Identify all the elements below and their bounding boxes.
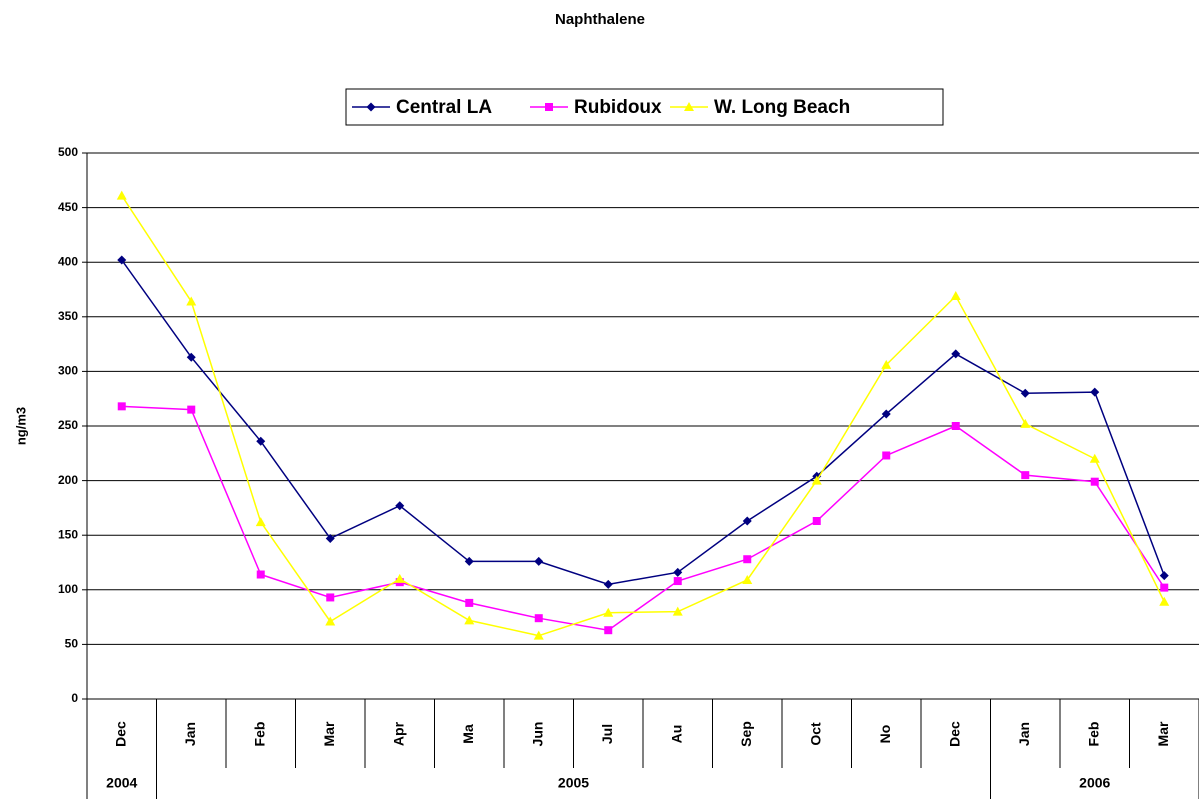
- y-tick-label: 500: [58, 145, 78, 159]
- marker: [684, 102, 694, 111]
- y-tick-label: 100: [58, 582, 78, 596]
- marker: [881, 409, 891, 419]
- x-tick-label: Feb: [251, 722, 267, 747]
- marker: [951, 349, 961, 359]
- marker: [325, 533, 335, 543]
- x-tick-label: Oct: [807, 722, 823, 746]
- y-tick-label: 450: [58, 200, 78, 214]
- marker: [672, 606, 683, 616]
- group-label: 2006: [1079, 775, 1110, 791]
- series-line: [121, 405, 1165, 631]
- marker: [951, 422, 960, 430]
- marker: [465, 598, 474, 607]
- marker: [394, 573, 405, 583]
- marker: [256, 570, 265, 579]
- marker: [673, 577, 682, 586]
- marker: [1159, 596, 1170, 606]
- marker: [464, 615, 475, 625]
- marker: [1090, 477, 1099, 486]
- x-tick-label: No: [877, 725, 893, 744]
- marker: [366, 102, 376, 112]
- marker: [117, 255, 127, 265]
- marker: [117, 402, 126, 411]
- x-tick-label: Jan: [182, 722, 198, 746]
- legend-label: Central LA: [396, 97, 492, 118]
- x-tick-label: Feb: [1085, 722, 1101, 747]
- x-tick-label: Jul: [599, 724, 615, 744]
- marker: [1020, 418, 1031, 428]
- marker: [603, 607, 614, 617]
- marker: [1020, 388, 1030, 398]
- marker: [742, 574, 753, 584]
- marker: [187, 405, 196, 414]
- group-label: 2004: [106, 775, 137, 791]
- x-tick-label: Dec: [112, 721, 128, 747]
- marker: [743, 555, 752, 564]
- series-line: [121, 195, 1165, 637]
- marker: [545, 103, 553, 111]
- x-tick-label: Ma: [460, 724, 476, 744]
- marker: [256, 436, 266, 446]
- marker: [1160, 583, 1169, 592]
- x-tick-label: Dec: [946, 721, 962, 747]
- y-axis-label: ng/m3: [13, 407, 28, 445]
- series-line: [121, 259, 1165, 586]
- x-tick-label: Au: [668, 725, 684, 744]
- x-tick-label: Jun: [529, 722, 545, 747]
- y-tick-label: 0: [71, 691, 78, 705]
- marker: [882, 451, 891, 460]
- y-tick-label: 400: [58, 254, 78, 268]
- y-tick-label: 50: [65, 637, 79, 651]
- marker: [1159, 571, 1169, 581]
- marker: [1090, 387, 1100, 397]
- marker: [604, 626, 613, 635]
- y-tick-label: 350: [58, 309, 78, 323]
- y-tick-label: 150: [58, 527, 78, 541]
- x-tick-label: Jan: [1016, 722, 1032, 746]
- marker: [325, 616, 336, 626]
- x-tick-label: Mar: [1155, 721, 1171, 746]
- marker: [534, 614, 543, 623]
- marker: [116, 190, 127, 200]
- marker: [1021, 471, 1030, 480]
- x-tick-label: Apr: [390, 721, 406, 746]
- marker: [881, 359, 892, 369]
- marker: [811, 475, 822, 485]
- x-tick-label: Sep: [738, 721, 754, 747]
- y-tick-label: 300: [58, 364, 78, 378]
- marker: [326, 593, 335, 602]
- x-tick-label: Mar: [321, 721, 337, 746]
- marker: [533, 630, 544, 640]
- marker: [255, 517, 266, 527]
- marker: [534, 556, 544, 566]
- marker: [464, 556, 474, 566]
- legend-label: Rubidoux: [574, 97, 662, 118]
- marker: [673, 567, 683, 577]
- marker: [186, 352, 196, 362]
- marker: [950, 291, 961, 301]
- marker: [603, 579, 613, 589]
- marker: [742, 516, 752, 526]
- marker: [1089, 453, 1100, 463]
- marker: [395, 501, 405, 511]
- y-tick-label: 200: [58, 473, 78, 487]
- legend-label: W. Long Beach: [714, 97, 850, 118]
- chart-title: Naphthalene: [555, 11, 645, 28]
- group-label: 2005: [558, 775, 589, 791]
- marker: [812, 517, 821, 526]
- legend-box: [345, 88, 944, 126]
- marker: [186, 296, 197, 306]
- y-tick-label: 250: [58, 418, 78, 432]
